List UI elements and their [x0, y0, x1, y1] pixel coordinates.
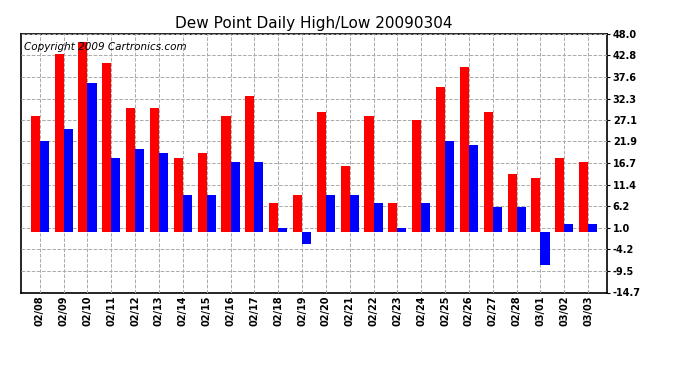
- Bar: [421, 203, 431, 232]
- Bar: [111, 158, 120, 232]
- Bar: [293, 195, 302, 232]
- Bar: [31, 116, 40, 232]
- Bar: [174, 158, 183, 232]
- Bar: [183, 195, 192, 232]
- Bar: [540, 232, 549, 265]
- Bar: [255, 162, 264, 232]
- Bar: [278, 228, 287, 232]
- Bar: [484, 112, 493, 232]
- Bar: [531, 178, 540, 232]
- Text: Copyright 2009 Cartronics.com: Copyright 2009 Cartronics.com: [23, 42, 186, 51]
- Bar: [326, 195, 335, 232]
- Bar: [159, 153, 168, 232]
- Bar: [245, 96, 255, 232]
- Bar: [397, 228, 406, 232]
- Bar: [150, 108, 159, 232]
- Bar: [197, 153, 207, 232]
- Bar: [350, 195, 359, 232]
- Bar: [564, 224, 573, 232]
- Bar: [302, 232, 311, 244]
- Bar: [445, 141, 454, 232]
- Bar: [388, 203, 397, 232]
- Bar: [126, 108, 135, 232]
- Bar: [517, 207, 526, 232]
- Bar: [63, 129, 72, 232]
- Bar: [221, 116, 230, 232]
- Bar: [469, 145, 478, 232]
- Bar: [341, 166, 350, 232]
- Bar: [135, 149, 144, 232]
- Bar: [102, 63, 111, 232]
- Bar: [207, 195, 216, 232]
- Bar: [436, 87, 445, 232]
- Bar: [579, 162, 588, 232]
- Title: Dew Point Daily High/Low 20090304: Dew Point Daily High/Low 20090304: [175, 16, 453, 31]
- Bar: [269, 203, 278, 232]
- Bar: [88, 83, 97, 232]
- Bar: [460, 67, 469, 232]
- Bar: [373, 203, 383, 232]
- Bar: [364, 116, 373, 232]
- Bar: [412, 120, 421, 232]
- Bar: [317, 112, 326, 232]
- Bar: [508, 174, 517, 232]
- Bar: [493, 207, 502, 232]
- Bar: [555, 158, 564, 232]
- Bar: [79, 42, 88, 232]
- Bar: [40, 141, 49, 232]
- Bar: [230, 162, 239, 232]
- Bar: [55, 54, 63, 232]
- Bar: [588, 224, 597, 232]
